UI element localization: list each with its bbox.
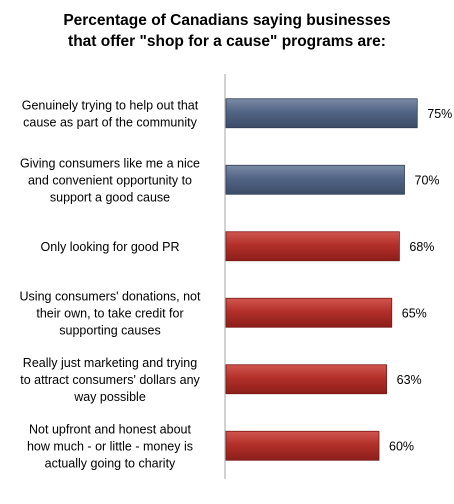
bar-1 (225, 98, 418, 129)
category-label-5-line-2: to attract consumers' dollars any (20, 373, 200, 387)
category-label-2-line-2: and convenient opportunity to (28, 173, 192, 187)
value-label-6: 60% (389, 439, 414, 453)
category-label-2-line-1: Giving consumers like me a nice (20, 156, 200, 170)
value-label-3: 68% (409, 240, 434, 254)
value-label-2: 70% (415, 173, 440, 187)
category-label-5-line-1: Really just marketing and trying (23, 356, 197, 370)
chart-title-line-2: that offer "shop for a cause" programs a… (68, 33, 386, 50)
category-label-1-line-1: Genuinely trying to help out that (22, 98, 199, 112)
category-label-1: Genuinely trying to help out that cause a… (22, 98, 199, 129)
category-label-6-line-2: how much - or little - money is (27, 439, 193, 453)
category-label-1-line-2: cause as part of the community (23, 115, 197, 129)
bar-4 (225, 297, 393, 328)
category-label-2: Giving consumers like me a nice and conve… (20, 156, 200, 204)
value-label-5: 63% (397, 373, 422, 387)
category-label-6-line-1: Not upfront and honest about (29, 422, 191, 436)
bar-5 (225, 364, 388, 395)
category-label-5: Really just marketing and trying to attra… (20, 356, 200, 404)
value-labels-group: 75% 70% 68% 65% 63% 60% (389, 107, 452, 454)
chart-title-line-1: Percentage of Canadians saying businesse… (63, 12, 391, 29)
bars-group (225, 98, 418, 461)
category-label-4-line-2: their own, to take credit for (36, 306, 183, 320)
category-label-4-line-1: Using consumers' donations, not (20, 289, 201, 303)
category-label-6: Not upfront and honest about how much - o… (27, 422, 193, 470)
value-label-1: 75% (427, 107, 452, 121)
category-label-4-line-3: supporting causes (59, 323, 160, 337)
bar-3 (225, 231, 400, 262)
chart-title: Percentage of Canadians saying businesse… (0, 10, 454, 52)
bar-6 (225, 430, 380, 461)
category-label-3-line-1: Only looking for good PR (41, 240, 180, 254)
category-label-3: Only looking for good PR (41, 240, 180, 254)
category-label-5-line-3: way possible (73, 390, 146, 404)
bar-2 (225, 164, 405, 195)
category-labels-group: Genuinely trying to help out that cause a… (20, 98, 201, 470)
category-label-2-line-3: support a good cause (50, 190, 170, 204)
category-label-4: Using consumers' donations, not their own… (20, 289, 201, 337)
category-label-6-line-3: actually going to charity (45, 456, 176, 470)
value-label-4: 65% (402, 306, 427, 320)
